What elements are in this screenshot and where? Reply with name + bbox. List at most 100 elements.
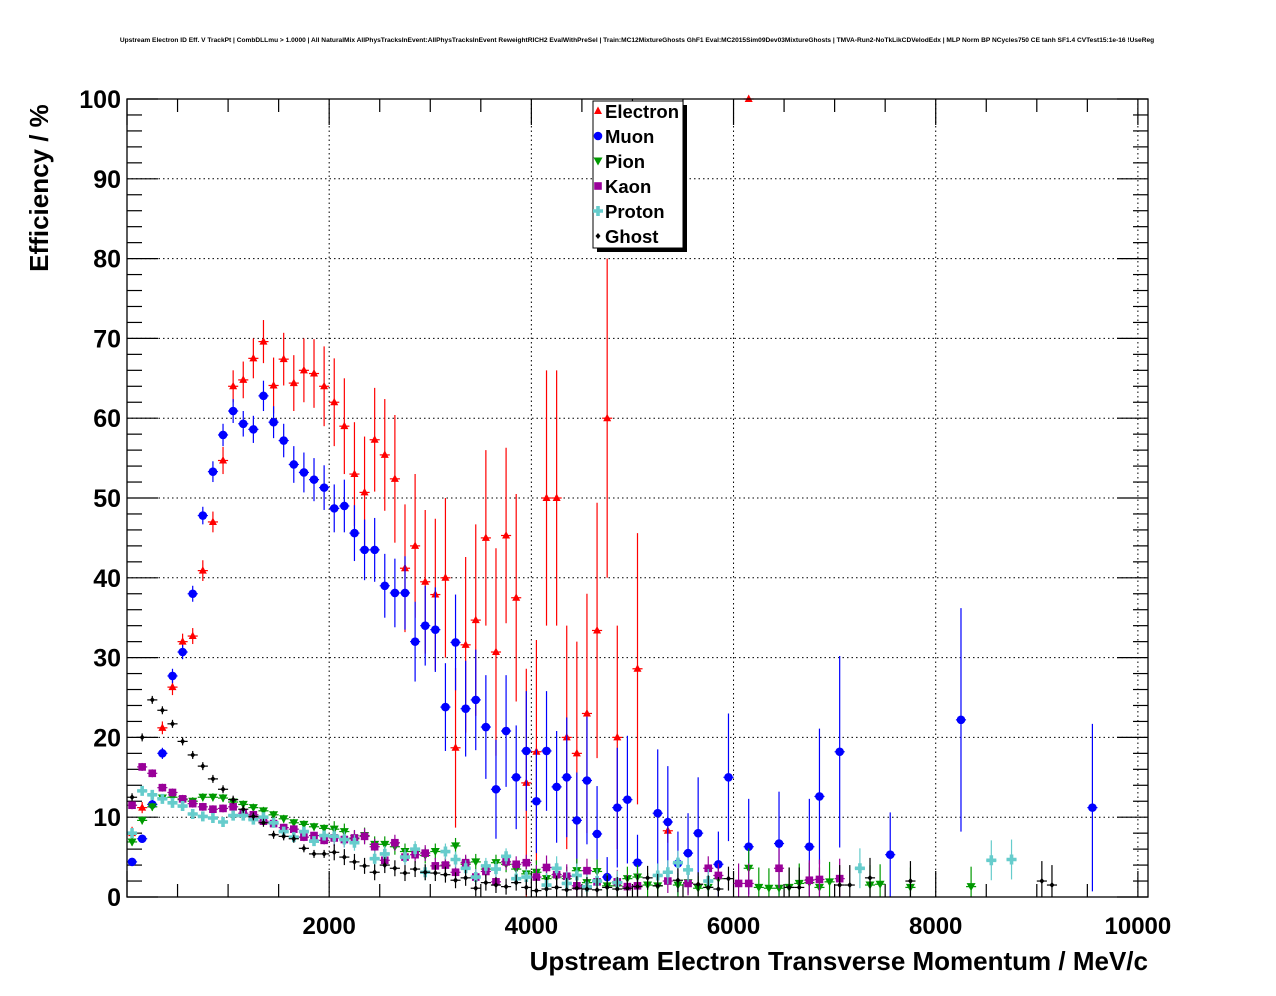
data-point-ghost [725,875,731,882]
y-tick-label: 50 [93,485,121,513]
data-point-muon [744,842,753,852]
legend-label: Proton [605,201,665,222]
data-point-muon [471,695,481,705]
data-point-ghost [1039,878,1045,885]
data-point-proton [662,867,673,878]
data-point-ghost [675,877,681,884]
data-point-muon [501,726,511,736]
data-point-pion [451,842,461,851]
data-point-ghost [271,831,277,838]
data-point-muon [238,419,248,429]
data-point-ghost [240,806,246,813]
data-point-muon [511,773,521,782]
data-point-muon [208,467,218,476]
data-point-proton [470,872,481,883]
series-pion [127,793,977,897]
y-tick-label: 20 [93,724,121,752]
data-point-ghost [281,833,287,840]
data-point-ghost [250,813,256,820]
data-point-kaon [704,864,713,873]
y-tick-label: 0 [107,884,121,912]
data-point-ghost [493,882,499,889]
y-tick-label: 70 [93,325,121,353]
data-point-kaon [451,868,460,877]
legend-marker-kaon [594,182,602,190]
data-point-muon [168,671,177,681]
data-point-ghost [159,707,165,714]
data-point-muon [289,460,299,469]
data-point-ghost [432,870,438,877]
legend-entry-muon: Muon [593,126,654,147]
data-point-electron [239,375,248,383]
data-point-muon [249,425,258,434]
data-point-kaon [522,858,531,867]
data-point-proton [268,817,279,828]
data-point-kaon [512,860,520,869]
data-point-ghost [382,862,388,869]
data-point-electron [370,435,379,443]
legend-box [592,100,684,249]
data-point-electron [219,455,228,464]
data-point-ghost [372,869,378,876]
data-point-electron [502,531,511,539]
data-point-proton [228,810,239,821]
data-point-ghost [180,738,186,745]
data-point-ghost [351,858,357,865]
data-point-ghost [341,854,347,861]
data-marks [127,94,1098,897]
data-point-muon [592,829,602,839]
data-point-muon [532,796,541,806]
data-point-muon [188,589,198,599]
data-point-proton [379,848,390,859]
data-point-kaon [229,803,237,811]
data-point-ghost [523,884,529,891]
data-point-muon [612,803,622,812]
data-point-pion [289,819,299,828]
data-point-muon [774,839,784,848]
data-point-ghost [402,870,408,877]
data-point-electron [613,732,622,741]
data-point-kaon [178,795,187,803]
data-point-muon [350,528,359,538]
data-point-muon [683,848,693,858]
data-point-ghost [220,786,226,793]
data-point-ghost [139,734,145,741]
data-point-pion [198,793,208,802]
data-point-muon [542,746,551,756]
data-point-ghost [149,696,155,703]
data-point-muon [441,702,450,712]
data-point-pion [380,840,390,849]
data-point-electron [744,94,753,102]
data-point-ghost [837,882,843,889]
data-point-pion [137,816,147,825]
data-point-muon [390,588,400,598]
data-point-kaon [744,879,753,888]
data-point-muon [885,850,895,860]
data-point-ghost [635,883,640,890]
data-point-pion [754,883,764,892]
grid-lines [127,99,1148,897]
y-tick-label: 10 [93,804,121,832]
data-point-ghost [200,763,206,770]
data-point-ghost [533,887,539,894]
data-point-muon [309,475,319,484]
data-point-pion [430,848,440,857]
data-point-muon [562,773,572,782]
data-point-muon [178,647,187,657]
data-point-kaon [775,864,783,873]
data-point-proton [147,789,158,800]
data-point-muon [451,638,460,647]
data-point-kaon [805,876,814,885]
data-point-proton [480,860,491,871]
data-point-muon [279,436,288,445]
data-point-kaon [734,879,743,888]
axes: 2000 4000 6000 8000 10000 0 10 20 30 40 50 60 70 80 90… [79,86,1171,940]
data-point-electron [633,664,642,672]
y-tick-label: 60 [93,405,121,433]
data-point-pion [258,807,268,816]
data-point-ghost [554,884,560,891]
data-point-proton [683,864,694,875]
x-axis-label: Upstream Electron Transverse Momentum / … [530,946,1148,976]
data-point-electron [249,353,258,362]
